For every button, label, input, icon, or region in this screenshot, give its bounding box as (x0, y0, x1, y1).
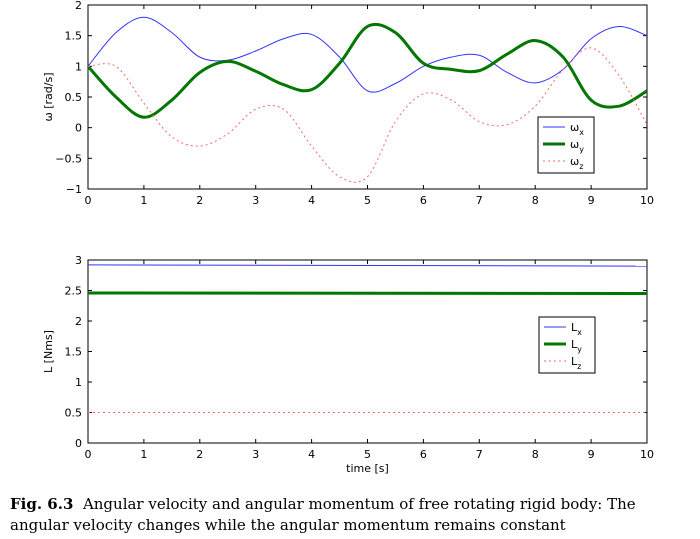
x-tick-label: 10 (640, 194, 654, 207)
y-tick-label: 0.5 (65, 91, 83, 104)
x-tick-label: 4 (308, 448, 315, 461)
x-tick-label: 7 (476, 448, 483, 461)
x-tick-label: 4 (308, 194, 315, 207)
x-tick-label: 2 (196, 194, 203, 207)
figure-caption: Fig. 6.3 Angular velocity and angular mo… (10, 494, 695, 536)
series-line-y (88, 22, 647, 119)
x-tick-label: 7 (476, 194, 483, 207)
legend-label-z: ωz (570, 155, 583, 171)
caption-text: Angular velocity and angular momentum of… (10, 495, 636, 534)
x-tick-label: 1 (140, 448, 147, 461)
legend-label-z: Lz (571, 355, 581, 371)
legend-label-x: ωx (570, 121, 584, 137)
y-tick-label: −1 (66, 183, 82, 196)
y-tick-label: 2 (75, 315, 82, 328)
x-tick-label: 1 (140, 194, 147, 207)
y-tick-label: 2 (75, 0, 82, 12)
y-axis-label: ω [rad/s] (42, 73, 55, 122)
legend-label-x: Lx (571, 321, 582, 337)
x-tick-label: 9 (588, 194, 595, 207)
x-tick-label: 3 (252, 194, 259, 207)
plot-2: 0 1 2 3 4 5 6 7 8 9 10 0 0.5 1 1.5 2 2.5 3 L [Nms] time [s]… (42, 254, 654, 475)
series-line-x (88, 16, 647, 93)
x-tick-label: 6 (420, 448, 427, 461)
y-tick-label: 0.5 (65, 407, 83, 420)
figure: 0 1 2 3 4 5 6 7 8 9 10−1−0.500.511.52ω [rad/s]ωxωy… (42, 0, 654, 475)
y-tick-label: 1.5 (65, 30, 83, 43)
y-axis-label: L [Nms] (42, 330, 55, 373)
series-line-x (88, 264, 647, 267)
caption-label: Fig. 6.3 (10, 495, 74, 513)
y-tick-label: 1.5 (65, 346, 83, 359)
x-tick-label: 8 (532, 448, 539, 461)
x-tick-label: 6 (420, 194, 427, 207)
x-tick-label: 8 (532, 194, 539, 207)
y-tick-label: 0 (75, 122, 82, 135)
y-tick-label: 1 (75, 376, 82, 389)
legend-label-y: Ly (571, 338, 582, 354)
plot-1: 0 1 2 3 4 5 6 7 8 9 10 −1 −0.5 0 0.5 1 1.5 2 ω [rad/s] ωxωy… (42, 0, 654, 207)
x-tick-label: 3 (252, 448, 259, 461)
x-tick-label: 0 (85, 194, 92, 207)
y-tick-label: 3 (75, 254, 82, 267)
x-tick-label: 9 (588, 448, 595, 461)
y-tick-label: 1 (75, 60, 82, 73)
x-tick-label: 5 (364, 194, 371, 207)
x-axis-label: time [s] (346, 462, 389, 475)
y-tick-label: 0 (75, 437, 82, 450)
x-tick-label: 10 (640, 448, 654, 461)
y-tick-label: 2.5 (65, 285, 83, 298)
x-tick-label: 2 (196, 448, 203, 461)
y-tick-label: −0.5 (55, 152, 82, 165)
series-line-y (88, 291, 647, 296)
legend-label-y: ωy (570, 138, 584, 154)
x-tick-label: 0 (85, 448, 92, 461)
x-tick-label: 5 (364, 448, 371, 461)
series-line-z (88, 47, 647, 183)
